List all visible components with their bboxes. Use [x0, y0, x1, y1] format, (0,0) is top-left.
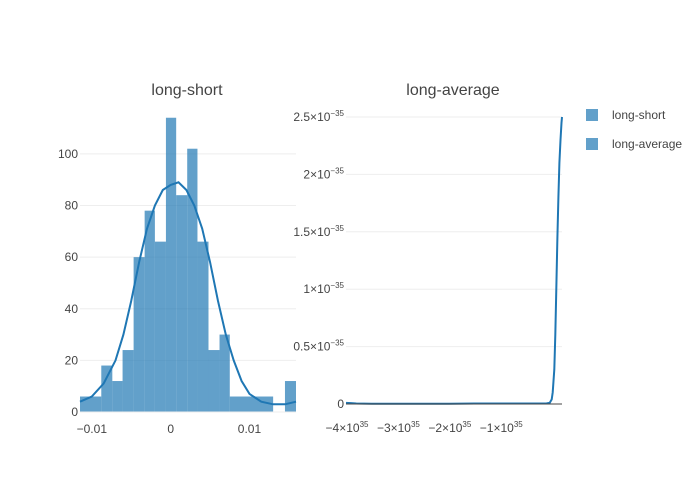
histogram-bar[interactable] — [165, 117, 177, 412]
histogram-bar[interactable] — [197, 241, 209, 412]
legend-item-long-short[interactable]: long-short — [586, 108, 666, 122]
y-tick-label: 80 — [65, 199, 79, 213]
density-curve[interactable] — [79, 181, 297, 406]
left-chart-title: long-short — [151, 82, 223, 99]
histogram-bar[interactable] — [219, 334, 230, 412]
right-line-series-group — [345, 116, 563, 405]
y-tick-label: 0 — [71, 405, 78, 419]
y-tick-label: 1.5×10−35 — [293, 224, 344, 239]
histogram-bar[interactable] — [144, 210, 155, 412]
histogram-bar[interactable] — [154, 241, 166, 412]
x-tick-label: −3×1035 — [377, 420, 420, 435]
right-y-tick-labels: 0 0.5×10−35 1×10−35 1.5×10−35 2×10−35 2.5×10−… — [293, 109, 344, 411]
histogram-bar[interactable] — [101, 365, 113, 412]
left-x-tick-labels: −0.01 0 0.01 — [77, 422, 262, 436]
histogram-bar[interactable] — [80, 396, 102, 412]
right-grid — [346, 116, 562, 348]
y-tick-label: 2.5×10−35 — [293, 109, 344, 124]
legend-label-long-average: long-average — [612, 137, 682, 151]
legend-swatch-long-average — [586, 138, 598, 150]
legend-label-long-short: long-short — [612, 108, 666, 122]
x-tick-label: 0.01 — [238, 422, 262, 436]
histogram-bar[interactable] — [122, 350, 134, 412]
left-density-curve-group — [79, 181, 297, 406]
histogram-bar[interactable] — [112, 381, 123, 412]
y-tick-label: 40 — [65, 302, 79, 316]
y-tick-label: 100 — [58, 147, 78, 161]
y-tick-label: 1×10−35 — [303, 281, 344, 296]
x-tick-label: 0 — [167, 422, 174, 436]
left-y-tick-labels: 0 20 40 60 80 100 — [58, 147, 78, 419]
y-tick-label: 60 — [65, 250, 79, 264]
histogram-bar[interactable] — [229, 396, 274, 412]
chart-legend: long-short long-average — [586, 108, 682, 151]
x-tick-label: −2×1035 — [428, 420, 471, 435]
line-series[interactable] — [345, 116, 563, 405]
right-chart-title: long-average — [406, 82, 500, 99]
y-tick-label: 0.5×10−35 — [293, 339, 344, 354]
y-tick-label: 20 — [65, 353, 79, 367]
histogram-bar[interactable] — [284, 381, 296, 412]
left-histogram-bars — [80, 117, 296, 412]
x-tick-label: −1×1035 — [480, 420, 523, 435]
legend-swatch-long-short — [586, 109, 598, 121]
x-tick-label: −4×1035 — [326, 420, 369, 435]
y-tick-label: 2×10−35 — [303, 166, 344, 181]
histogram-bar[interactable] — [208, 350, 220, 412]
right-x-tick-labels: −4×1035 −3×1035 −2×1035 −1×1035 — [326, 420, 524, 435]
legend-item-long-average[interactable]: long-average — [586, 137, 682, 151]
histogram-bar[interactable] — [176, 195, 188, 412]
x-tick-label: −0.01 — [77, 422, 108, 436]
chart-panel-long-short: −0.01 0 0.01 0 20 40 60 80 100 long-short — [58, 82, 297, 436]
histogram-bar[interactable] — [187, 148, 198, 412]
histogram-bar[interactable] — [133, 257, 145, 412]
chart-panel-long-average: −4×1035 −3×1035 −2×1035 −1×1035 0 0.5×10−35 1… — [293, 82, 563, 435]
y-tick-label: 0 — [337, 397, 344, 411]
